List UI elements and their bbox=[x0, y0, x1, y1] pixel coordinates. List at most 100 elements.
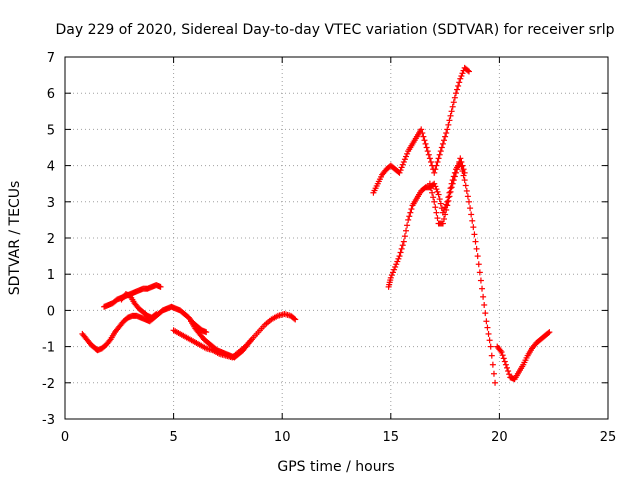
data-point bbox=[404, 222, 411, 229]
data-point bbox=[418, 126, 425, 133]
data-point bbox=[432, 204, 439, 211]
data-point bbox=[454, 86, 461, 93]
data-point bbox=[462, 182, 469, 189]
data-point bbox=[434, 215, 441, 222]
data-point bbox=[433, 209, 440, 216]
x-tick-label: 0 bbox=[61, 430, 69, 445]
data-point bbox=[504, 364, 511, 371]
series-sat-h bbox=[426, 155, 468, 227]
data-point bbox=[433, 186, 440, 193]
data-point bbox=[152, 311, 159, 318]
data-point bbox=[291, 315, 298, 322]
y-tick-label: 0 bbox=[47, 304, 55, 319]
data-point bbox=[456, 79, 463, 86]
data-point bbox=[449, 180, 456, 187]
data-point bbox=[445, 121, 452, 128]
data-point bbox=[546, 329, 553, 336]
data-point bbox=[292, 316, 299, 323]
data-point bbox=[505, 368, 512, 375]
data-point bbox=[446, 117, 453, 124]
data-point bbox=[486, 337, 493, 344]
data-point bbox=[444, 126, 451, 133]
data-point bbox=[445, 197, 452, 204]
y-tick-label: 5 bbox=[47, 123, 55, 138]
y-tick-label: 3 bbox=[47, 196, 55, 211]
data-point bbox=[433, 162, 440, 169]
data-point bbox=[430, 194, 437, 201]
y-tick-label: 7 bbox=[47, 51, 55, 66]
y-tick-label: 4 bbox=[47, 160, 55, 175]
data-point bbox=[397, 167, 404, 174]
data-point bbox=[408, 206, 415, 213]
data-point bbox=[442, 211, 449, 218]
data-point bbox=[397, 249, 404, 256]
data-point bbox=[406, 213, 413, 220]
data-point bbox=[448, 108, 455, 115]
data-point bbox=[436, 196, 443, 203]
data-point bbox=[450, 99, 457, 106]
data-point bbox=[442, 133, 449, 140]
data-point bbox=[399, 161, 406, 168]
data-point bbox=[506, 371, 513, 378]
data-point bbox=[403, 227, 410, 234]
data-point bbox=[393, 261, 400, 268]
data-point bbox=[401, 156, 408, 163]
data-point bbox=[407, 209, 414, 216]
data-point bbox=[434, 158, 441, 165]
data-point bbox=[439, 140, 446, 147]
data-point bbox=[248, 336, 255, 343]
data-point bbox=[498, 349, 505, 356]
data-point bbox=[423, 144, 430, 151]
data-point bbox=[420, 133, 427, 140]
data-point bbox=[484, 324, 491, 331]
data-point bbox=[441, 215, 448, 222]
data-point bbox=[437, 200, 444, 207]
data-point bbox=[460, 172, 467, 179]
data-point bbox=[400, 238, 407, 245]
data-point bbox=[429, 189, 436, 196]
data-point bbox=[435, 155, 442, 162]
data-point bbox=[465, 198, 472, 205]
data-point bbox=[443, 130, 450, 137]
data-point bbox=[457, 75, 464, 82]
data-point bbox=[449, 103, 456, 110]
grid bbox=[65, 57, 608, 419]
axis-ticks: 0 5 10 15 20 25 -3 -2 -1 0 1 2 3 4 5 6 7 bbox=[42, 51, 616, 445]
data-point bbox=[203, 329, 210, 336]
data-point bbox=[106, 337, 113, 344]
data-point bbox=[443, 206, 450, 213]
data-point bbox=[422, 140, 429, 147]
data-point bbox=[476, 269, 483, 276]
x-tick-label: 10 bbox=[274, 430, 291, 445]
data-point bbox=[473, 245, 480, 252]
data-point bbox=[401, 233, 408, 240]
data-point bbox=[426, 155, 433, 162]
data-point bbox=[435, 191, 442, 198]
data-point bbox=[492, 379, 499, 386]
data-point bbox=[482, 310, 489, 317]
x-axis-label: GPS time / hours bbox=[277, 459, 394, 475]
data-point bbox=[452, 169, 459, 176]
data-point bbox=[394, 258, 401, 265]
data-point bbox=[388, 272, 395, 279]
y-tick-label: -3 bbox=[42, 413, 55, 428]
data-point bbox=[470, 224, 477, 231]
data-series bbox=[79, 64, 553, 386]
data-point bbox=[405, 216, 412, 223]
data-point bbox=[452, 90, 459, 97]
y-tick-label: 6 bbox=[47, 87, 55, 102]
data-point bbox=[488, 352, 495, 359]
data-point bbox=[481, 301, 488, 308]
data-point bbox=[479, 285, 486, 292]
data-point bbox=[441, 137, 448, 144]
data-point bbox=[431, 169, 438, 176]
data-point bbox=[485, 330, 492, 337]
data-point bbox=[424, 148, 431, 155]
data-point bbox=[457, 155, 464, 162]
data-point bbox=[444, 202, 451, 209]
data-point bbox=[426, 180, 433, 187]
data-point bbox=[450, 177, 457, 184]
data-point bbox=[501, 358, 508, 365]
data-point bbox=[458, 158, 465, 165]
